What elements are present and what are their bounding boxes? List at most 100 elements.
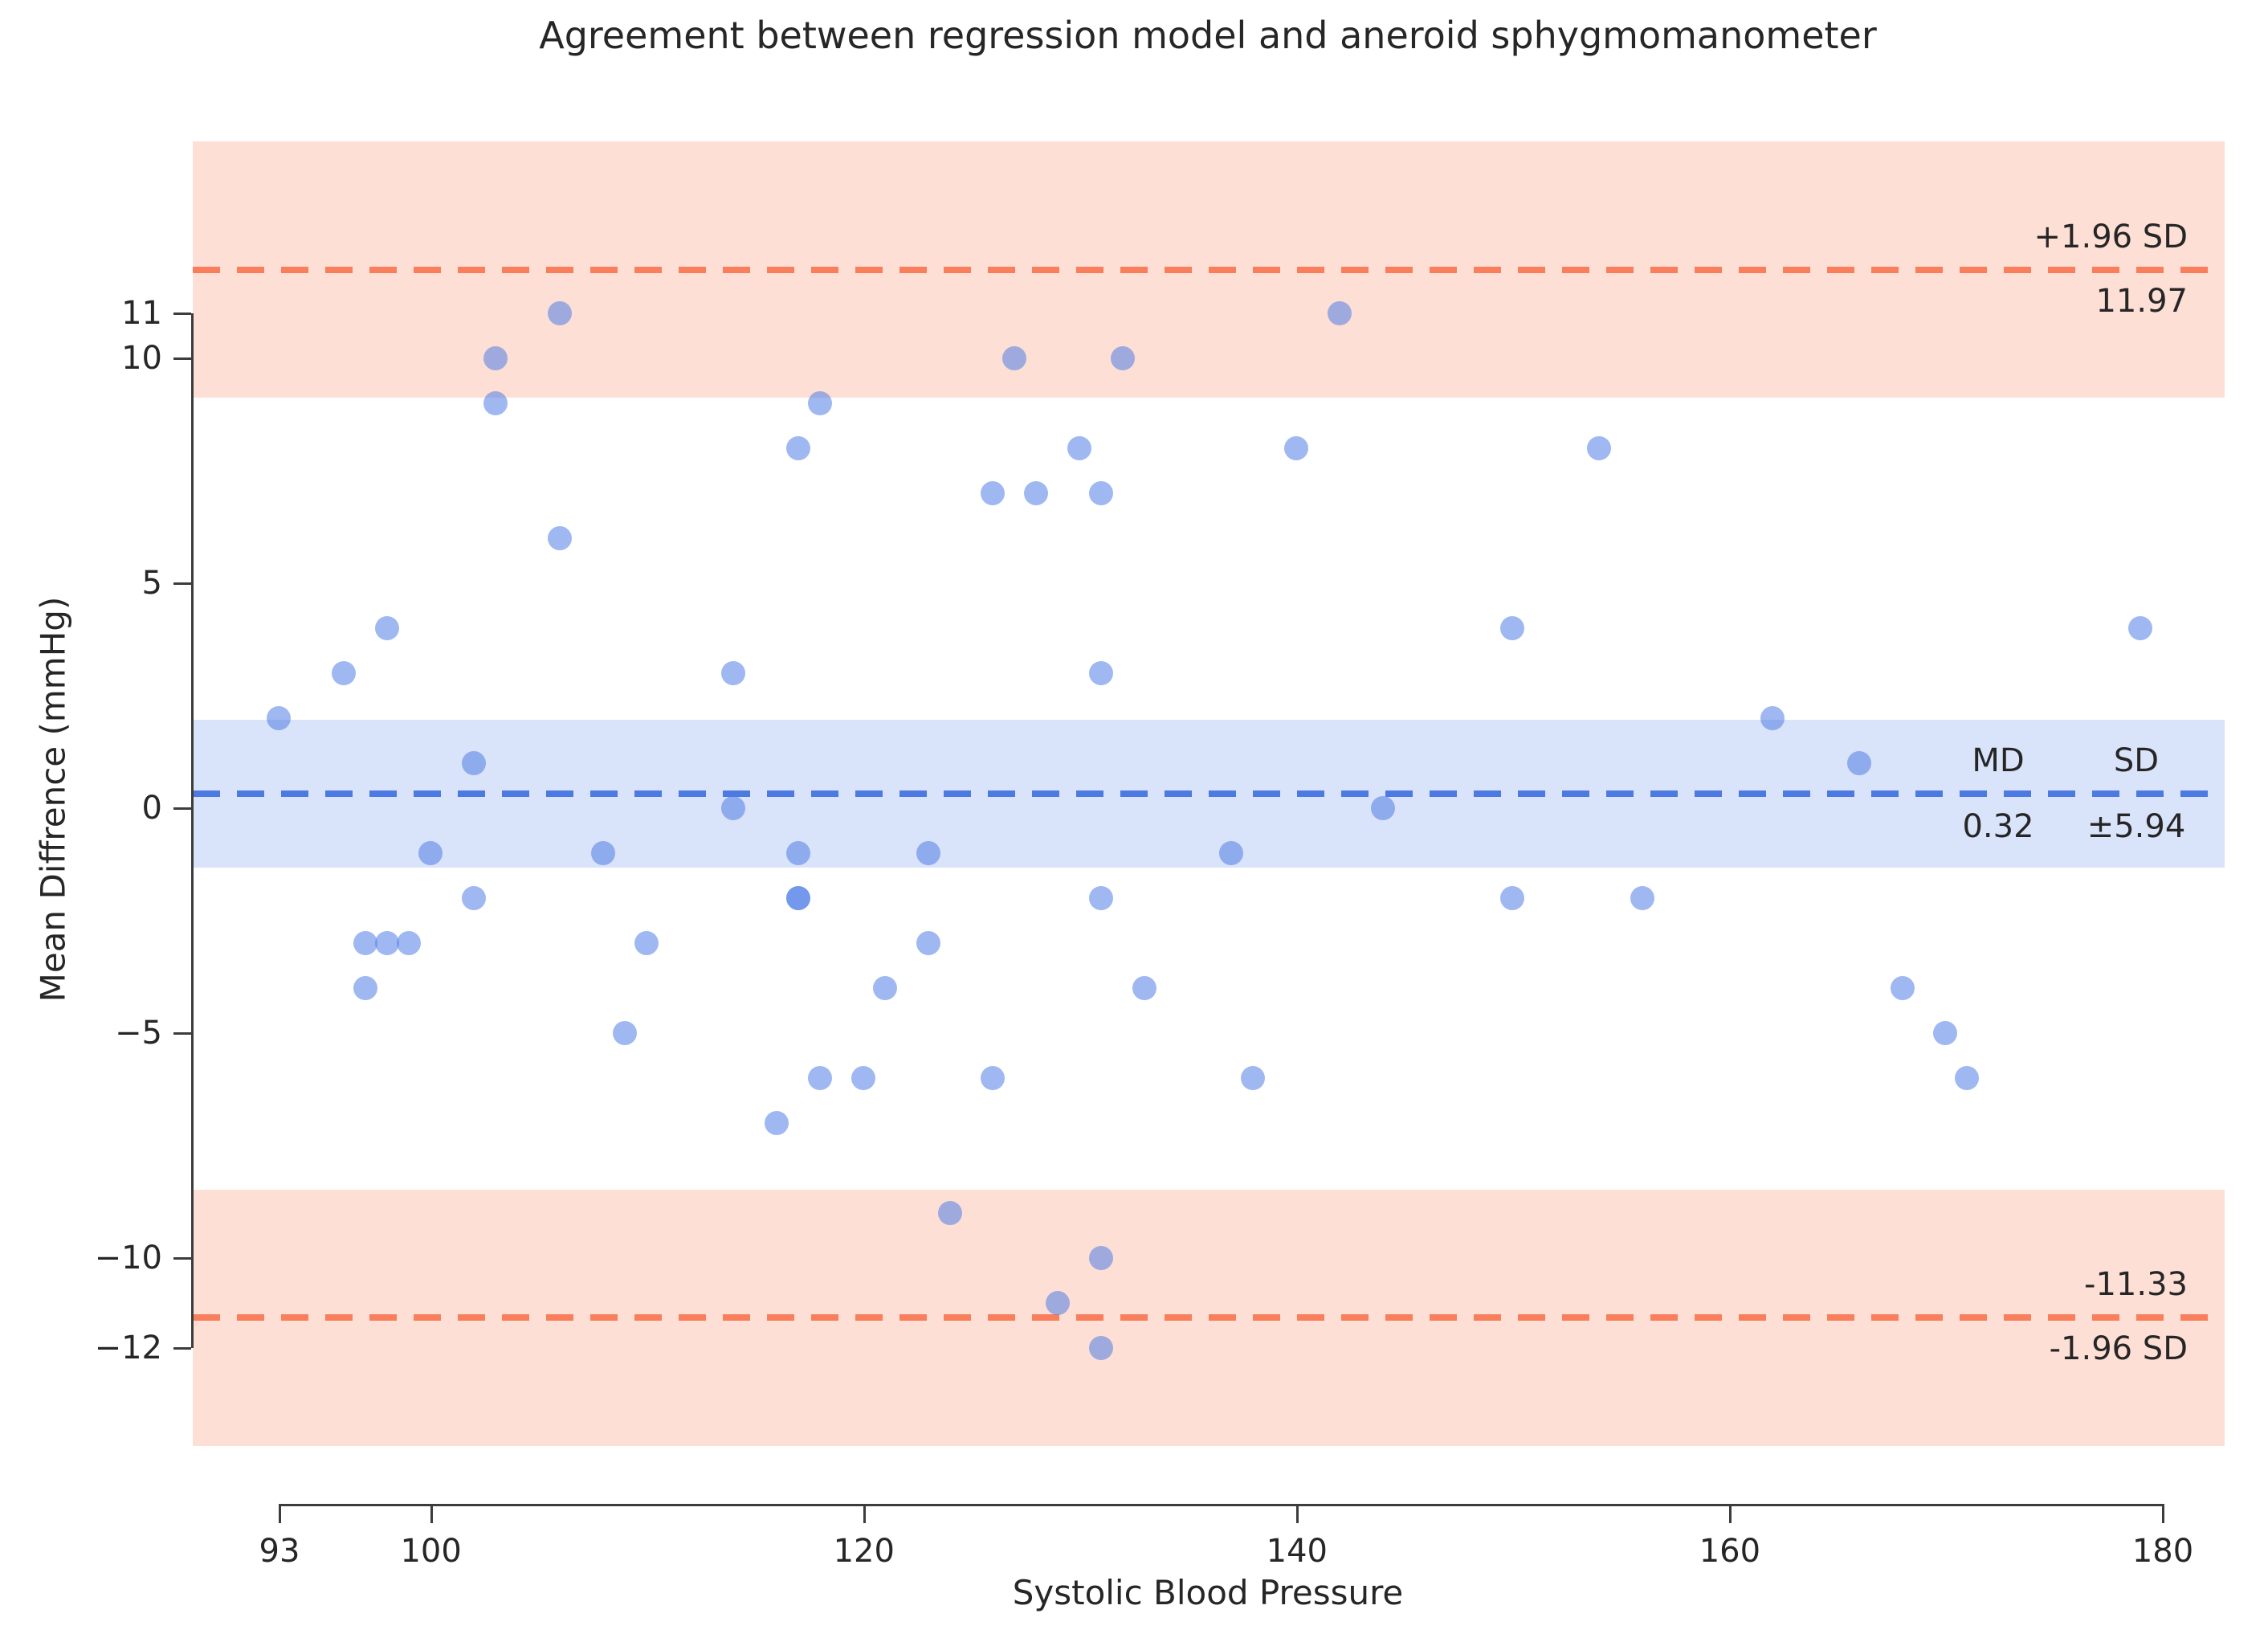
data-point — [1283, 436, 1308, 460]
data-point — [1067, 436, 1092, 460]
data-point — [331, 661, 356, 685]
data-point — [1327, 301, 1352, 325]
data-point — [418, 841, 443, 865]
data-point — [981, 481, 1006, 505]
data-point — [613, 1021, 638, 1045]
x-tick-label: 93 — [259, 1533, 300, 1570]
y-tick-label: 0 — [141, 790, 162, 827]
x-tick-label: 160 — [1699, 1533, 1761, 1570]
data-point — [1846, 751, 1871, 775]
y-tick-mark — [173, 807, 191, 810]
mean-diff-value: 0.32 — [1962, 808, 2034, 846]
data-point — [1760, 706, 1785, 730]
y-tick-label: −12 — [94, 1330, 162, 1366]
data-point — [785, 886, 810, 910]
data-point — [1890, 976, 1915, 1000]
x-tick-mark — [2162, 1504, 2164, 1523]
data-point — [1370, 796, 1395, 820]
mean-diff-line — [193, 790, 2225, 798]
data-point — [872, 976, 897, 1000]
data-point — [1587, 436, 1612, 460]
data-point — [1630, 886, 1655, 910]
y-tick-mark — [173, 1257, 191, 1260]
mean-diff-label: MD — [1972, 742, 2025, 780]
upper-loa-line — [193, 266, 2225, 273]
y-tick-label: −10 — [94, 1240, 162, 1277]
x-tick-label: 140 — [1266, 1533, 1328, 1570]
data-point — [764, 1111, 789, 1135]
data-point — [850, 1066, 875, 1090]
y-tick-mark — [173, 313, 191, 315]
data-point — [483, 346, 508, 370]
y-tick-label: −5 — [115, 1015, 162, 1052]
y-tick-label: 11 — [121, 295, 162, 332]
data-point — [1240, 1066, 1265, 1090]
x-tick-mark — [1728, 1504, 1732, 1523]
data-point — [2128, 616, 2153, 640]
data-point — [374, 616, 399, 640]
data-point — [634, 931, 659, 955]
y-tick-label: 5 — [141, 565, 162, 602]
data-point — [785, 436, 810, 460]
data-point — [1089, 886, 1114, 910]
x-axis-label: Systolic Blood Pressure — [1012, 1573, 1404, 1612]
data-point — [461, 886, 486, 910]
data-point — [267, 706, 291, 730]
data-point — [1089, 1336, 1114, 1360]
data-point — [1218, 841, 1243, 865]
data-point — [807, 1066, 832, 1090]
chart-title: Agreement between regression model and a… — [539, 14, 1877, 57]
y-tick-mark — [173, 357, 191, 360]
data-point — [591, 841, 616, 865]
data-point — [353, 931, 377, 955]
y-tick-mark — [173, 1347, 191, 1350]
data-point — [483, 391, 508, 415]
data-point — [1500, 886, 1525, 910]
data-point — [548, 526, 573, 550]
data-point — [785, 841, 810, 865]
y-tick-label: 10 — [121, 340, 162, 377]
x-tick-mark — [279, 1504, 281, 1523]
lower-loa-value: -11.33 — [2084, 1266, 2188, 1304]
data-point — [1002, 346, 1027, 370]
x-tick-mark — [1295, 1504, 1299, 1523]
x-tick-label: 180 — [2131, 1533, 2194, 1570]
lower-loa-label: -1.96 SD — [2049, 1330, 2188, 1368]
data-point — [916, 841, 940, 865]
data-point — [1955, 1066, 1980, 1090]
data-point — [916, 931, 940, 955]
data-point — [721, 796, 746, 820]
y-axis-spine — [191, 313, 194, 1348]
data-point — [807, 391, 832, 415]
data-point — [461, 751, 486, 775]
upper-loa-value: 11.97 — [2095, 282, 2188, 320]
data-point — [1024, 481, 1049, 505]
x-tick-mark — [863, 1504, 866, 1523]
data-point — [1089, 481, 1114, 505]
sd-label: SD — [2113, 742, 2160, 780]
y-tick-mark — [173, 582, 191, 585]
data-point — [1046, 1291, 1071, 1315]
x-axis-spine — [279, 1504, 2164, 1506]
data-point — [353, 976, 377, 1000]
y-tick-mark — [173, 1032, 191, 1035]
data-point — [721, 661, 746, 685]
x-tick-label: 100 — [400, 1533, 462, 1570]
data-point — [981, 1066, 1006, 1090]
sd-value: ±5.94 — [2086, 808, 2186, 846]
data-point — [937, 1201, 962, 1225]
data-point — [1089, 1246, 1114, 1270]
data-point — [548, 301, 573, 325]
data-point — [1132, 976, 1157, 1000]
data-point — [396, 931, 421, 955]
data-point — [1933, 1021, 1958, 1045]
data-point — [1500, 616, 1525, 640]
upper-loa-label: +1.96 SD — [2033, 218, 2188, 255]
data-point — [1089, 661, 1114, 685]
data-point — [1111, 346, 1136, 370]
x-tick-mark — [430, 1504, 433, 1523]
lower-loa-line — [193, 1314, 2225, 1321]
data-point — [374, 931, 399, 955]
x-tick-label: 120 — [833, 1533, 895, 1570]
